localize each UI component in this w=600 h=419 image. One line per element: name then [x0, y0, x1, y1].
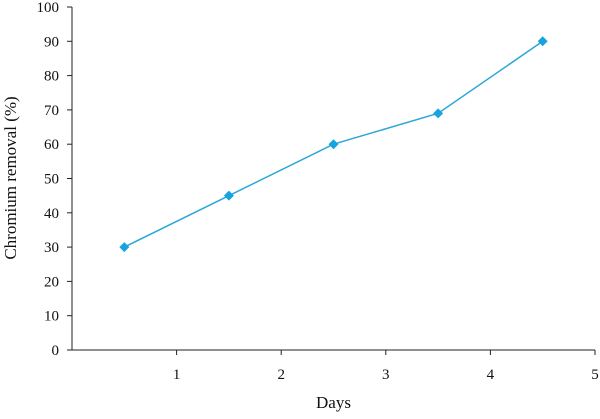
x-tick-label: 5	[591, 367, 599, 383]
x-tick-label: 1	[173, 367, 181, 383]
x-tick-label: 3	[382, 367, 390, 383]
x-axis-label: Days	[316, 393, 351, 412]
y-tick-label: 70	[44, 103, 59, 119]
x-tick-label: 2	[277, 367, 285, 383]
data-point-marker	[537, 36, 548, 47]
y-tick-label: 0	[52, 343, 60, 359]
y-tick-label: 80	[44, 69, 59, 85]
y-tick-label: 90	[44, 34, 59, 50]
y-tick-label: 10	[44, 309, 59, 325]
data-point-marker	[223, 190, 234, 201]
y-tick-label: 30	[44, 240, 59, 256]
y-tick-label: 20	[44, 274, 59, 290]
y-axis-ticks: 0 10 20 30 40 50 60 70 80 90 100	[37, 0, 72, 359]
data-point-marker	[433, 108, 444, 119]
y-tick-label: 50	[44, 172, 59, 188]
series-markers	[119, 36, 548, 253]
y-tick-label: 40	[44, 206, 59, 222]
data-point-marker	[328, 139, 339, 150]
y-tick-label: 60	[44, 137, 59, 153]
y-axis-label: Chromium removal (%)	[1, 96, 20, 259]
data-point-marker	[119, 242, 130, 253]
x-axis-ticks: 1 2 3 4 5	[173, 350, 599, 383]
y-tick-label: 100	[37, 0, 60, 16]
x-tick-label: 4	[487, 367, 495, 383]
